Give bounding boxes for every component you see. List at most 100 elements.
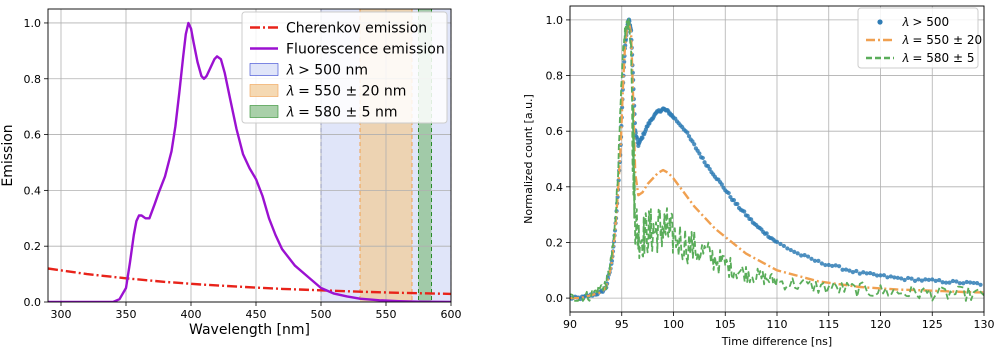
legend-label: 𝜆 = 550 ± 20 nm — [286, 83, 406, 99]
y-tick-label: 0.4 — [24, 184, 42, 197]
data-point — [700, 155, 705, 161]
data-point — [816, 258, 821, 263]
legend-label: 𝜆 > 500 — [902, 15, 949, 29]
x-tick-label: 120 — [870, 318, 891, 331]
data-point — [692, 142, 697, 147]
plot-area — [570, 17, 984, 302]
y-tick-label: 1.0 — [24, 17, 42, 30]
data-point — [892, 275, 897, 280]
data-point — [957, 281, 962, 286]
data-point — [805, 254, 811, 259]
y-tick-label: 0.2 — [24, 240, 42, 253]
legend-entry: Cherenkov emission — [250, 20, 427, 36]
x-axis-label: Wavelength [nm] — [189, 322, 310, 338]
y-axis-label: Normalized count [a.u.] — [522, 94, 535, 224]
data-point — [809, 256, 814, 261]
data-point — [697, 151, 702, 156]
data-point — [947, 280, 952, 285]
data-point — [833, 263, 838, 268]
legend-entry: 𝜆 > 500 nm — [249, 62, 368, 78]
data-point — [930, 277, 935, 282]
data-point — [871, 272, 876, 277]
data-point — [735, 201, 740, 207]
data-point — [912, 278, 918, 283]
y-tick-label: 0.0 — [546, 292, 564, 305]
data-point — [795, 251, 800, 256]
series-line — [570, 18, 984, 302]
legend-patch-swatch — [249, 63, 279, 76]
data-point — [812, 258, 818, 263]
data-point — [799, 253, 804, 258]
data-point — [685, 130, 690, 135]
x-tick-label: 130 — [974, 318, 995, 331]
data-point — [868, 270, 873, 276]
plot-area — [48, 21, 451, 302]
x-tick-label: 100 — [663, 318, 684, 331]
x-tick-label: 300 — [51, 308, 72, 321]
y-tick-label: 1.0 — [546, 14, 564, 27]
x-tick-label: 105 — [715, 318, 736, 331]
data-point — [919, 278, 925, 283]
data-point — [731, 198, 736, 203]
data-point — [902, 277, 907, 283]
chart-right: 90 95 100 105 110 115 120 125 130 0.0 0.2 0.4 0.6 0.8… — [522, 5, 995, 348]
y-tick-label: 0.8 — [24, 73, 42, 86]
legend: Cherenkov emission Fluorescence emission 𝜆… — [241, 11, 448, 124]
data-point — [802, 253, 807, 258]
data-point — [792, 249, 797, 255]
data-point — [847, 268, 852, 273]
data-point — [840, 267, 845, 272]
data-point — [781, 243, 787, 249]
series-2 — [570, 18, 984, 302]
legend-entry: 𝜆 = 550 ± 20 nm — [249, 83, 406, 99]
legend: 𝜆 > 500 𝜆 = 550 ± 20 𝜆 = 580 ± 5 — [857, 7, 982, 69]
data-point — [788, 247, 793, 253]
legend-entry: 𝜆 = 580 ± 5 nm — [249, 104, 398, 120]
series-line — [48, 21, 451, 302]
x-tick-label: 90 — [563, 318, 577, 331]
y-tick-label: 0.8 — [546, 70, 564, 83]
legend-point-swatch — [877, 19, 883, 25]
data-point — [964, 279, 969, 285]
x-tick-label: 350 — [116, 308, 137, 321]
x-tick-label: 110 — [767, 318, 788, 331]
legend-entry: Fluorescence emission — [250, 41, 445, 57]
legend-entry: 𝜆 > 500 — [877, 15, 949, 29]
data-point — [764, 231, 769, 236]
data-point — [933, 278, 938, 283]
data-point — [885, 275, 890, 280]
data-point — [916, 277, 921, 282]
data-point — [850, 270, 856, 275]
legend-box — [241, 11, 448, 124]
legend-label: 𝜆 = 580 ± 5 nm — [286, 104, 398, 120]
x-tick-label: 95 — [615, 318, 629, 331]
data-point — [975, 281, 980, 286]
data-point — [622, 59, 627, 64]
data-point — [899, 276, 904, 281]
data-point — [819, 261, 824, 266]
data-point — [926, 277, 931, 282]
data-point — [702, 160, 707, 165]
data-point — [878, 273, 883, 278]
y-axis-label: Emission — [0, 124, 16, 186]
data-point — [857, 271, 862, 276]
y-tick-label: 0.2 — [546, 236, 564, 249]
data-point — [888, 274, 893, 279]
data-point — [968, 280, 973, 285]
legend-label: 𝜆 = 550 ± 20 — [902, 33, 982, 47]
series-1 — [570, 21, 984, 300]
data-point — [861, 270, 866, 275]
legend-label: Fluorescence emission — [286, 41, 445, 57]
data-point — [707, 166, 712, 172]
series-line — [570, 21, 984, 300]
data-point — [895, 275, 900, 280]
data-point — [830, 263, 835, 269]
data-point — [854, 268, 859, 274]
data-point — [923, 277, 928, 282]
x-tick-label: 450 — [246, 308, 267, 321]
data-point — [640, 135, 645, 140]
data-point — [843, 267, 849, 272]
data-point — [971, 280, 976, 286]
x-tick-label: 125 — [922, 318, 943, 331]
x-tick-label: 400 — [181, 308, 202, 321]
